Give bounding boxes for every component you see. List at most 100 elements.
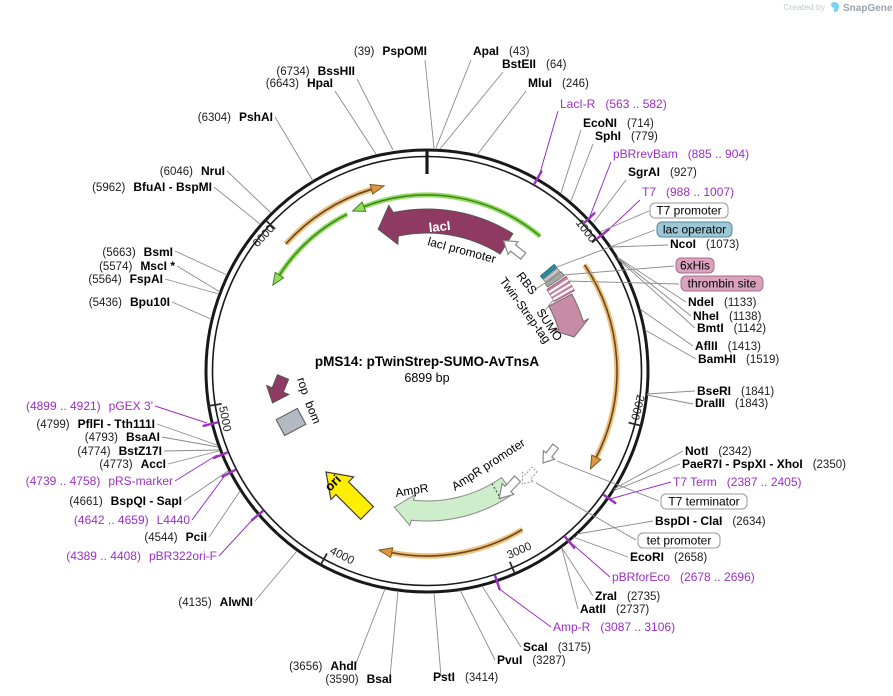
site-label-bspqi[interactable]: (4661) BspQI - SapI xyxy=(69,494,182,508)
site-label-econi[interactable]: EcoNI (714) xyxy=(583,116,654,130)
primer-name: T7 Term xyxy=(673,475,717,489)
site-label-draiii[interactable]: DraIII (1843) xyxy=(695,396,768,410)
laci-label[interactable]: lacI xyxy=(428,218,451,235)
site-label-bsaai[interactable]: (4793) BsaAI xyxy=(85,430,160,444)
6xhis-box-label: 6xHis xyxy=(680,259,710,273)
site-label-sgrai[interactable]: SgrAI (927) xyxy=(628,165,697,179)
primer-label-t7[interactable]: T7 (988 .. 1007) xyxy=(642,185,734,199)
primer-label-pbr322ori-f[interactable]: (4389 .. 4408) pBR322ori-F xyxy=(66,549,217,563)
primer-label-pbrforeco[interactable]: pBRforEco (2678 .. 2696) xyxy=(612,570,755,584)
site-label-bsmi[interactable]: (5663) BsmI xyxy=(102,245,173,259)
site-label-bseri[interactable]: BseRI (1841) xyxy=(697,384,774,398)
site-label-nrui[interactable]: (6046) NruI xyxy=(160,164,225,178)
primer-mark-laci-r[interactable] xyxy=(533,170,543,185)
primer-label-pgex-3[interactable]: (4899 .. 4921) pGEX 3' xyxy=(26,399,153,413)
site-label-pcii[interactable]: (4544) PciI xyxy=(144,530,207,544)
feature-ampr-promoter-arrow[interactable] xyxy=(493,473,523,504)
site-label-apai[interactable]: ApaI (43) xyxy=(473,44,530,58)
site-label-bmti[interactable]: BmtI (1142) xyxy=(697,321,766,335)
site-label-ecori[interactable]: EcoRI (2658) xyxy=(630,550,707,564)
rop-label[interactable]: rop xyxy=(294,376,313,397)
box-6xhis[interactable]: 6xHis xyxy=(675,257,715,274)
primer-label-pbrrevbam[interactable]: pBRrevBam (885 .. 904) xyxy=(613,147,749,161)
plasmid-name: pMS14: pTwinStrep-SUMO-AvTnsA xyxy=(315,354,540,369)
primer-label-amp-r[interactable]: Amp-R (3087 .. 3106) xyxy=(553,620,675,634)
site-label-pspomi[interactable]: (39) PspOMI xyxy=(354,44,427,58)
feature-tet-promoter-arrow[interactable] xyxy=(517,465,540,489)
site-label-acci[interactable]: (4773) AccI xyxy=(99,457,166,471)
site-label-msci[interactable]: (5574) MscI * xyxy=(99,259,175,273)
site-label-bspdi[interactable]: BspDI - ClaI (2634) xyxy=(655,514,766,528)
box-lac-operator[interactable]: lac operator xyxy=(656,221,733,238)
site-label-alwni[interactable]: (4135) AlwNI xyxy=(178,595,253,609)
box-tet-promoter[interactable]: tet promoter xyxy=(637,532,721,549)
primer-label-l4440[interactable]: (4642 .. 4659) L4440 xyxy=(74,513,190,527)
site-label-bsshii[interactable]: (6734) BssHII xyxy=(276,64,355,78)
box-t7-terminator[interactable]: T7 terminator xyxy=(660,493,748,510)
feature-rbs-block[interactable] xyxy=(542,267,561,283)
site-label-bpu10i[interactable]: (5436) Bpu10I xyxy=(89,295,170,309)
site-label-nhei[interactable]: NheI (1138) xyxy=(693,309,762,323)
feature-laci-arrow[interactable] xyxy=(377,204,514,255)
primer-mark-amp-r[interactable] xyxy=(494,574,501,591)
site-label-pshai[interactable]: (6304) PshAI xyxy=(198,110,273,124)
site-label-ndei[interactable]: NdeI (1133) xyxy=(688,295,757,309)
site-label-bfuai[interactable]: (5962) BfuAI - BspMI xyxy=(92,180,212,194)
box-t7-promoter[interactable]: T7 promoter xyxy=(649,202,729,219)
primer-mark-t7-term[interactable] xyxy=(602,493,617,505)
feature-laci-promoter-arrow[interactable] xyxy=(499,234,529,262)
primer-mark-prs-marker[interactable] xyxy=(212,451,229,460)
site-label-hpai[interactable]: (6643) HpaI xyxy=(266,76,333,90)
primer-range: (4389 .. 4408) xyxy=(66,549,141,563)
box-thrombin-site[interactable]: thrombin site xyxy=(680,275,764,292)
site-name: PspOMI xyxy=(382,44,427,58)
primer-label-t7-term[interactable]: T7 Term (2387 .. 2405) xyxy=(673,475,802,489)
site-label-mlui[interactable]: MluI (246) xyxy=(528,76,589,90)
leader-line xyxy=(556,229,656,268)
leader-line xyxy=(565,280,680,285)
leader-line xyxy=(161,436,219,448)
site-label-ahdi[interactable]: (3656) AhdI xyxy=(289,659,357,673)
feature-t7-terminator-arrow[interactable] xyxy=(537,442,561,467)
site-label-aatii[interactable]: AatII (2737) xyxy=(580,602,649,616)
site-pos: (64) xyxy=(546,59,567,71)
site-name: AflII xyxy=(695,339,718,353)
primer-mark-pbr322ori-f[interactable] xyxy=(250,510,264,522)
site-label-ncoi[interactable]: NcoI (1073) xyxy=(670,237,739,251)
site-label-bsai[interactable]: (3590) BsaI xyxy=(325,672,392,686)
feature-lac-operator-block[interactable] xyxy=(539,263,558,280)
site-label-zrai[interactable]: ZraI (2735) xyxy=(595,589,660,603)
site-label-pvui[interactable]: PvuI (3287) xyxy=(497,653,566,667)
feature-rop-arrow[interactable] xyxy=(261,373,294,408)
primer-mark-pgex-3[interactable] xyxy=(202,421,219,427)
site-label-psti[interactable]: PstI (3414) xyxy=(433,670,498,684)
site-label-bamhi[interactable]: BamHI (1519) xyxy=(698,352,779,366)
feature-bom-block[interactable] xyxy=(275,407,307,437)
site-label-sphi[interactable]: SphI (779) xyxy=(595,129,658,143)
feature-sumo-arrow[interactable] xyxy=(548,293,590,338)
site-label-paer7i[interactable]: PaeR7I - PspXI - XhoI (2350) xyxy=(682,457,846,471)
site-label-aflii[interactable]: AflII (1413) xyxy=(695,339,761,353)
primer-mark-pbrforeco[interactable] xyxy=(564,535,576,549)
feature-ori-arrow[interactable] xyxy=(315,461,379,525)
site-label-fspai[interactable]: (5564) FspAI xyxy=(88,272,163,286)
primer-label-laci-r[interactable]: LacI-R (563 .. 582) xyxy=(560,97,667,111)
feature-spacer-block[interactable] xyxy=(544,271,565,288)
feature-ampr-arrow[interactable] xyxy=(393,476,514,527)
ampr-label[interactable]: AmpR xyxy=(394,481,429,500)
site-pos: (4135) xyxy=(178,597,211,609)
primer-mark-l4440[interactable] xyxy=(221,468,237,478)
primer-mark-pbrrevbam[interactable] xyxy=(583,212,596,225)
site-label-scai[interactable]: ScaI (3175) xyxy=(523,640,591,654)
site-label-noti[interactable]: NotI (2342) xyxy=(685,444,752,458)
tet-promoter-box-label: tet promoter xyxy=(647,534,712,548)
site-label-bsteii[interactable]: BstEII (64) xyxy=(502,57,567,71)
boxed-labels: T7 promoter lac operator 6xHis thrombin … xyxy=(637,202,764,549)
leader-line xyxy=(616,256,687,303)
primer-label-prs-marker[interactable]: (4739 .. 4758) pRS-marker xyxy=(26,474,173,488)
site-name: ScaI xyxy=(523,640,548,654)
primer-mark-t7[interactable] xyxy=(596,228,610,240)
site-label-bstz17i[interactable]: (4774) BstZ17I xyxy=(77,444,162,458)
bom-label[interactable]: bom xyxy=(302,399,324,426)
site-label-pflfi[interactable]: (4799) PflFI - Tth111I xyxy=(36,417,155,431)
